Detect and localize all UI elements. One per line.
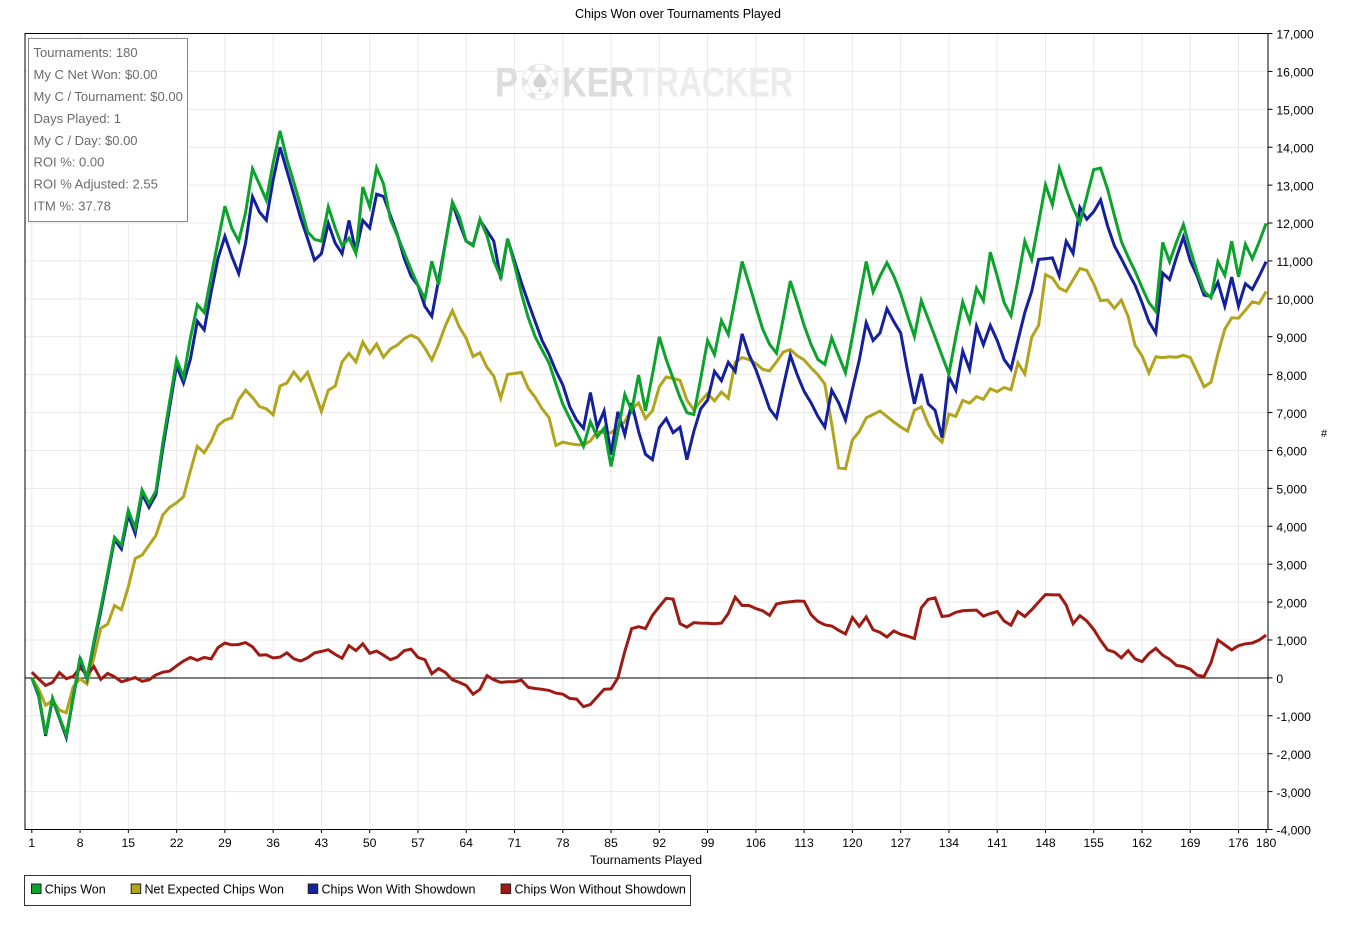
svg-text:155: 155 [1084,836,1105,850]
svg-text:29: 29 [218,836,232,850]
svg-text:4,000: 4,000 [1276,521,1307,535]
svg-text:14,000: 14,000 [1276,141,1313,155]
svg-text:Chips Won over Tournaments Pla: Chips Won over Tournaments Played [575,7,781,21]
svg-text:9,000: 9,000 [1276,331,1307,345]
svg-text:11,000: 11,000 [1276,255,1313,269]
svg-text:2,000: 2,000 [1276,596,1307,610]
svg-text:22: 22 [170,836,184,850]
svg-text:85: 85 [604,836,618,850]
svg-text:17,000: 17,000 [1276,28,1313,42]
svg-text:-3,000: -3,000 [1276,786,1311,800]
svg-text:My C / Day: $0.00: My C / Day: $0.00 [34,133,138,148]
svg-text:8: 8 [77,836,84,850]
svg-text:Tournaments Played: Tournaments Played [590,853,702,867]
svg-text:43: 43 [315,836,329,850]
svg-text:16,000: 16,000 [1276,66,1313,80]
svg-text:Net Expected Chips Won: Net Expected Chips Won [145,883,284,897]
svg-text:8,000: 8,000 [1276,369,1307,383]
svg-text:ITM %: 37.78: ITM %: 37.78 [34,199,111,214]
svg-text:ROI %: 0.00: ROI %: 0.00 [34,155,105,170]
svg-text:-2,000: -2,000 [1276,748,1311,762]
svg-text:141: 141 [987,836,1008,850]
svg-text:71: 71 [508,836,522,850]
svg-text:57: 57 [411,836,425,850]
svg-text:15,000: 15,000 [1276,104,1313,118]
svg-text:7,000: 7,000 [1276,407,1307,421]
svg-text:127: 127 [891,836,912,850]
svg-text:Tournaments: 180: Tournaments: 180 [34,45,138,60]
svg-text:99: 99 [701,836,715,850]
svg-text:3,000: 3,000 [1276,558,1307,572]
svg-text:Days Played: 1: Days Played: 1 [34,111,121,126]
svg-text:-1,000: -1,000 [1276,710,1311,724]
svg-text:162: 162 [1132,836,1153,850]
svg-text:92: 92 [653,836,667,850]
svg-text:113: 113 [794,836,814,850]
svg-text:Chips Won Without Showdown: Chips Won Without Showdown [515,883,686,897]
svg-text:5,000: 5,000 [1276,483,1307,497]
svg-text:KER: KER [562,59,634,106]
svg-text:-4,000: -4,000 [1276,824,1311,838]
svg-text:My C / Tournament: $0.00: My C / Tournament: $0.00 [34,89,183,104]
svg-text:0: 0 [1276,672,1283,686]
svg-text:13,000: 13,000 [1276,179,1313,193]
svg-text:50: 50 [363,836,377,850]
svg-text:120: 120 [842,836,863,850]
svg-text:64: 64 [459,836,473,850]
svg-text:1: 1 [28,836,35,850]
svg-text:Chips Won With Showdown: Chips Won With Showdown [322,883,476,897]
svg-text:176: 176 [1228,836,1249,850]
svg-text:10,000: 10,000 [1276,293,1313,307]
svg-text:My C Net Won: $0.00: My C Net Won: $0.00 [34,67,158,82]
svg-text:6,000: 6,000 [1276,445,1307,459]
svg-text:180: 180 [1256,836,1277,850]
svg-text:Chips Won: Chips Won [45,883,106,897]
svg-text:106: 106 [746,836,767,850]
svg-text:TRACKER: TRACKER [636,59,793,106]
svg-text:ROI % Adjusted: 2.55: ROI % Adjusted: 2.55 [34,177,158,192]
svg-text:148: 148 [1035,836,1056,850]
svg-text:78: 78 [556,836,570,850]
svg-text:1,000: 1,000 [1276,634,1307,648]
svg-text:12,000: 12,000 [1276,217,1313,231]
svg-text:36: 36 [266,836,280,850]
svg-text:169: 169 [1180,836,1201,850]
svg-text:134: 134 [939,836,960,850]
svg-text:P: P [495,59,518,106]
svg-text:#: # [1321,428,1328,440]
svg-text:15: 15 [122,836,136,850]
